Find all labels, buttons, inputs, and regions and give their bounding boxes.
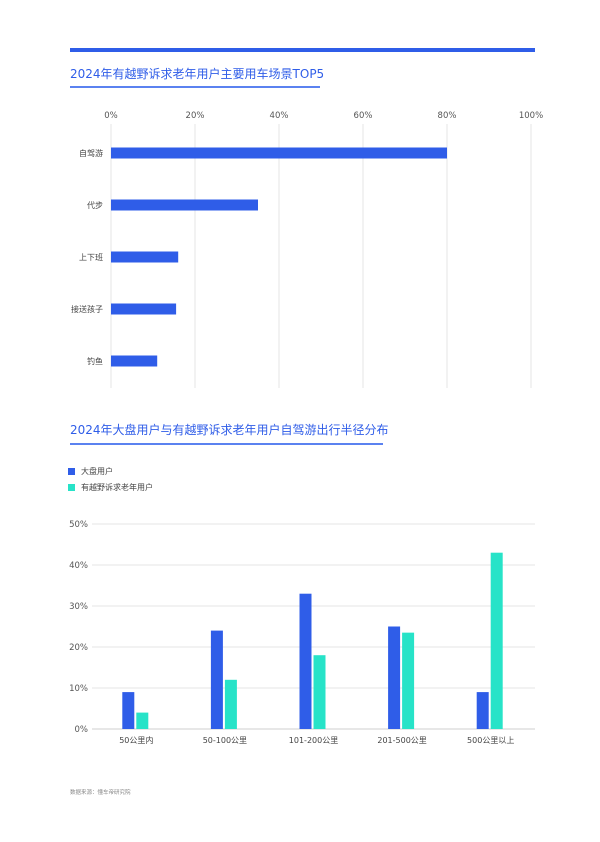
chart1-title: 2024年有越野诉求老年用户主要用车场景TOP5 bbox=[70, 67, 325, 81]
chart1-title-underline bbox=[70, 86, 320, 88]
chart2-y-tick-label: 30% bbox=[69, 602, 88, 612]
chart2-bar-series-2 bbox=[490, 552, 503, 729]
chart1-bar bbox=[111, 199, 258, 211]
chart2-bar-series-2 bbox=[136, 712, 149, 729]
chart2-title: 2024年大盘用户与有越野诉求老年用户自驾游出行半径分布 bbox=[70, 423, 389, 437]
chart2-y-tick-label: 10% bbox=[69, 684, 88, 694]
legend-swatch-series-2 bbox=[68, 484, 75, 491]
legend-label-series-1: 大盘用户 bbox=[81, 467, 113, 476]
chart1-category-label: 接送孩子 bbox=[71, 304, 103, 314]
top-accent-rule bbox=[70, 48, 535, 52]
chart1-x-tick-label: 20% bbox=[186, 111, 205, 121]
chart2-y-tick-label: 40% bbox=[69, 561, 88, 571]
chart1-bar bbox=[111, 147, 447, 159]
chart1-category-label: 自驾游 bbox=[79, 148, 103, 158]
chart1-x-tick-label: 100% bbox=[519, 111, 543, 121]
chart2-bar-series-1 bbox=[210, 630, 223, 729]
chart1-category-label: 代步 bbox=[87, 200, 103, 210]
chart2-title-underline bbox=[70, 443, 383, 445]
chart2-category-label: 50-100公里 bbox=[203, 736, 247, 745]
chart2-bar-series-2 bbox=[313, 655, 326, 729]
chart2-y-tick-label: 50% bbox=[69, 520, 88, 530]
chart2-bar-series-1 bbox=[122, 692, 135, 729]
chart1-category-label: 钓鱼 bbox=[87, 356, 103, 366]
chart1-x-tick-label: 80% bbox=[438, 111, 457, 121]
chart2-bar-series-1 bbox=[476, 692, 489, 729]
chart2-bar-series-1 bbox=[299, 593, 312, 729]
chart2-y-tick-label: 0% bbox=[75, 725, 89, 735]
chart1-bar bbox=[111, 251, 179, 263]
chart2-y-tick-label: 20% bbox=[69, 643, 88, 653]
chart1-category-label: 上下班 bbox=[79, 252, 103, 262]
footer-source: 数据来源：懂车帝研究院 bbox=[70, 790, 131, 796]
chart1-x-tick-label: 40% bbox=[270, 111, 289, 121]
chart1-x-tick-label: 0% bbox=[104, 111, 118, 121]
chart1-bar bbox=[111, 355, 158, 367]
chart2-bar-series-2 bbox=[402, 632, 415, 729]
chart2-category-label: 50公里内 bbox=[119, 735, 153, 745]
chart1-x-tick-label: 60% bbox=[354, 111, 373, 121]
chart2-category-label: 101-200公里 bbox=[289, 736, 338, 745]
legend-item-series-2: 有越野诉求老年用户 bbox=[68, 482, 153, 493]
chart2-category-label: 500公里以上 bbox=[467, 736, 514, 745]
legend-swatch-series-1 bbox=[68, 468, 75, 475]
legend-label-series-2: 有越野诉求老年用户 bbox=[81, 483, 153, 492]
legend-item-series-1: 大盘用户 bbox=[68, 466, 113, 477]
chart2-bar-series-1 bbox=[388, 626, 401, 729]
chart2-bar-series-2 bbox=[224, 679, 237, 729]
chart1-bar bbox=[111, 303, 177, 315]
chart2-category-label: 201-500公里 bbox=[377, 736, 426, 745]
